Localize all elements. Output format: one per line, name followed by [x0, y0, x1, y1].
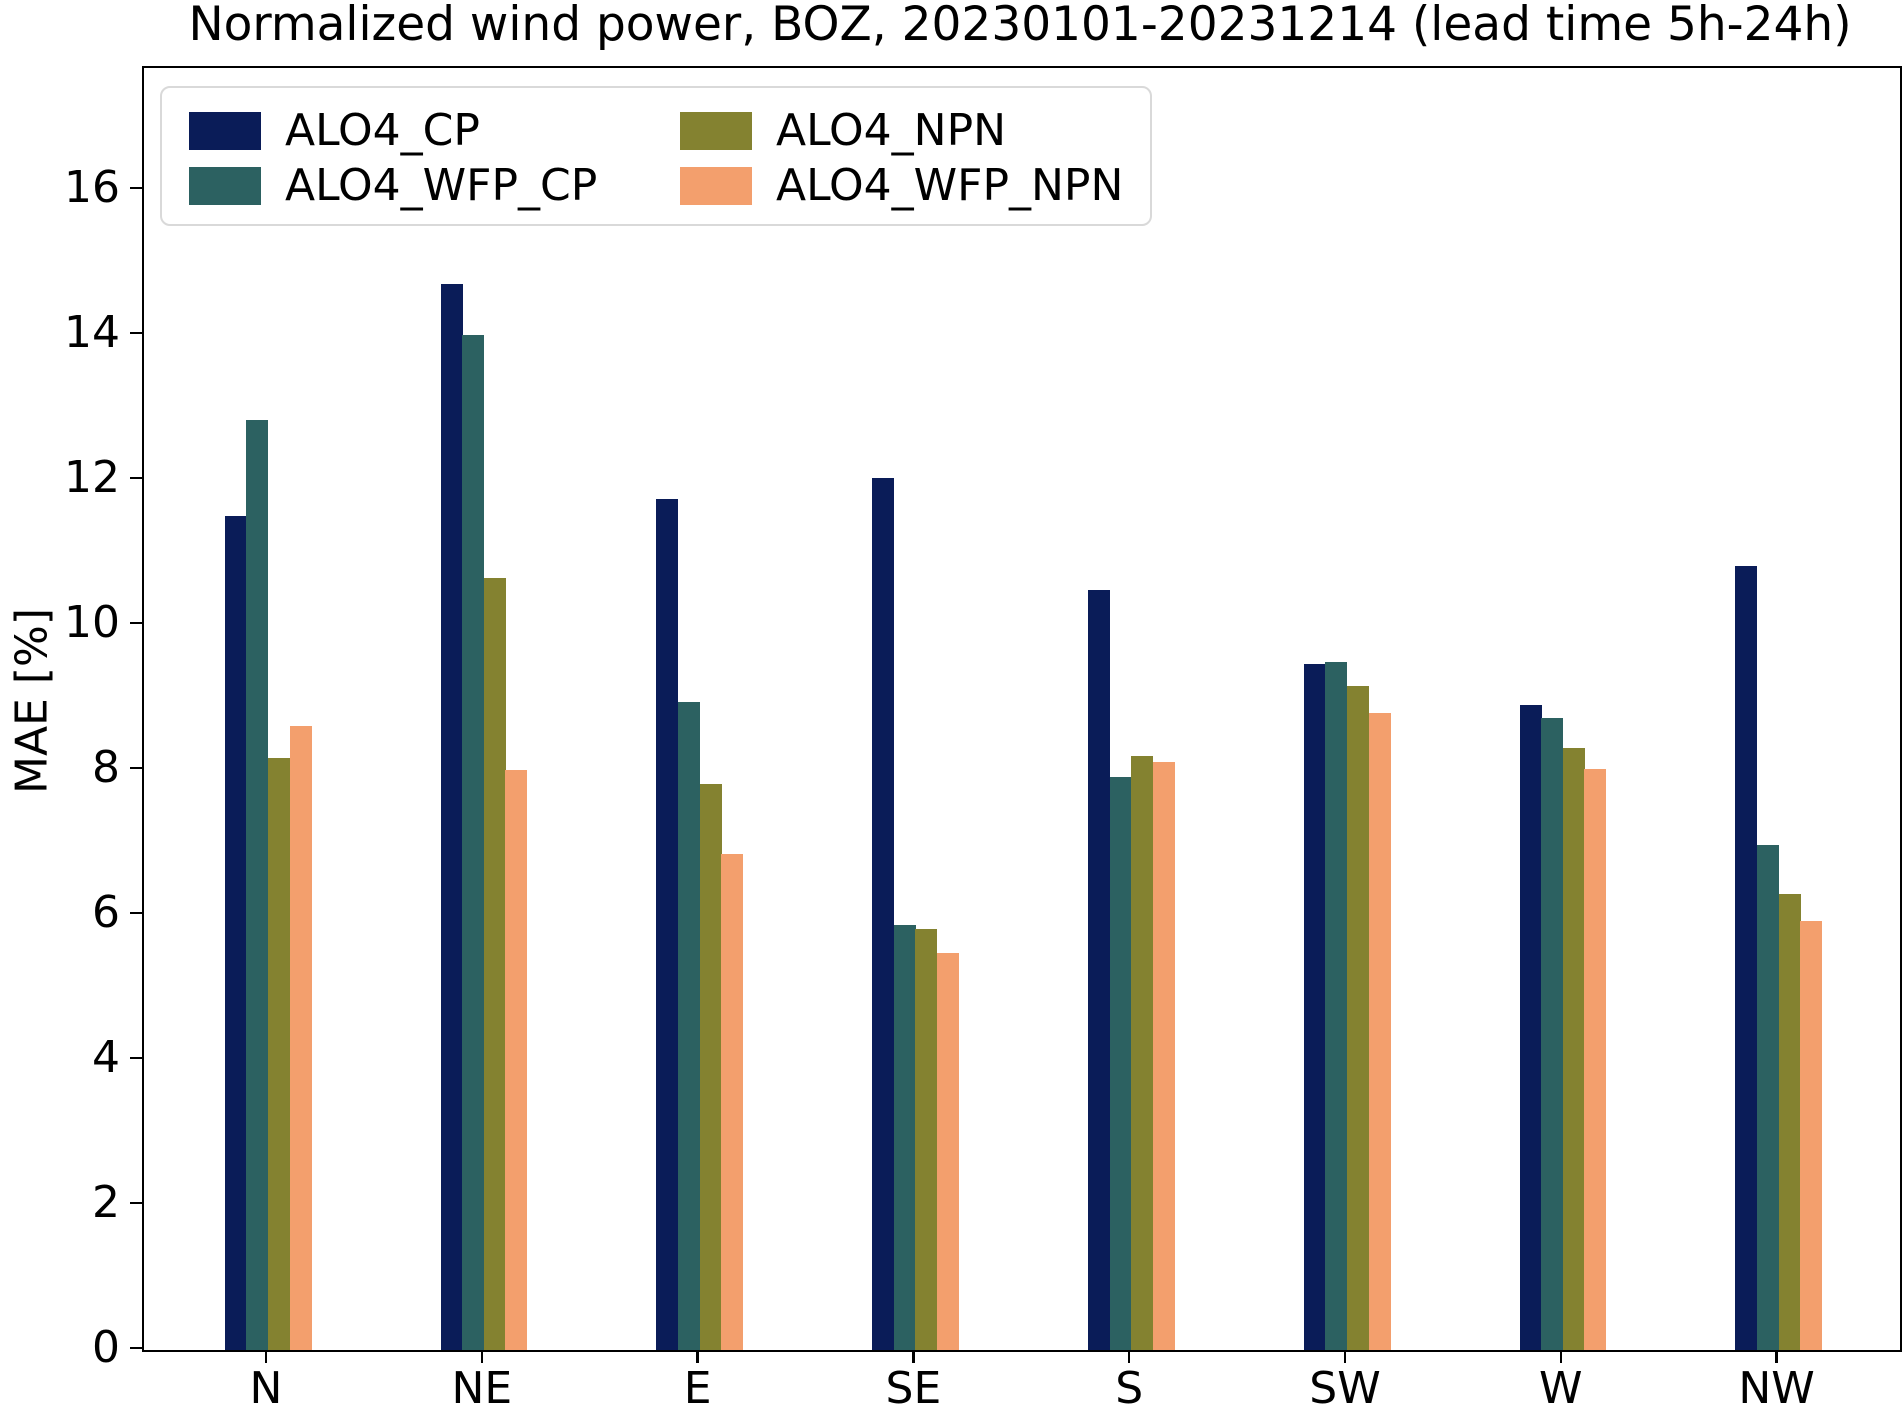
y-tick-label: 8 — [92, 741, 120, 793]
bar-ALO4_WFP_CP-S — [1109, 777, 1132, 1350]
y-tick-mark — [130, 766, 142, 770]
y-tick-label: 4 — [92, 1031, 120, 1083]
bar-ALO4_CP-SW — [1303, 664, 1326, 1350]
x-tick-mark — [912, 1350, 915, 1363]
legend-label-ALO4_NPN: ALO4_NPN — [776, 105, 1007, 156]
legend: ALO4_CP ALO4_WFP_CP ALO4_NPN ALO4_WFP_NPN — [160, 86, 1152, 226]
y-tick-mark — [130, 476, 142, 480]
bar-ALO4_CP-NE — [440, 284, 463, 1350]
x-tick-mark — [1775, 1350, 1778, 1363]
bar-ALO4_WFP_NPN-NE — [505, 769, 528, 1350]
x-tick-mark — [696, 1350, 699, 1363]
legend-swatch-ALO4_WFP_NPN — [680, 167, 752, 205]
y-tick-label: 12 — [64, 451, 120, 503]
y-tick-label: 6 — [92, 886, 120, 938]
bar-ALO4_CP-E — [656, 499, 679, 1350]
legend-label-ALO4_WFP_CP: ALO4_WFP_CP — [285, 160, 598, 211]
legend-swatch-ALO4_CP — [189, 112, 261, 150]
legend-item-ALO4_CP: ALO4_CP — [189, 105, 480, 156]
y-tick-mark — [130, 186, 142, 190]
y-tick-mark — [130, 331, 142, 335]
legend-label-ALO4_CP: ALO4_CP — [285, 105, 480, 156]
y-tick-mark — [130, 621, 142, 625]
legend-swatch-ALO4_NPN — [680, 112, 752, 150]
bar-ALO4_NPN-NE — [483, 578, 506, 1350]
bar-ALO4_WFP_NPN-W — [1584, 769, 1607, 1350]
x-tick-label-S: S — [1115, 1363, 1144, 1414]
bar-ALO4_WFP_NPN-S — [1152, 761, 1175, 1350]
bar-ALO4_CP-S — [1088, 590, 1110, 1350]
y-tick-label: 16 — [64, 161, 120, 213]
y-tick-mark — [130, 1201, 142, 1205]
x-tick-mark — [1127, 1350, 1131, 1363]
chart-title: Normalized wind power, BOZ, 20230101-202… — [188, 0, 1852, 52]
bar-ALO4_CP-N — [224, 516, 247, 1350]
y-tick-label: 14 — [64, 306, 120, 358]
y-tick-mark — [130, 1056, 142, 1060]
bar-ALO4_WFP_CP-W — [1541, 718, 1564, 1350]
x-tick-mark — [264, 1350, 268, 1363]
x-tick-label-E: E — [683, 1363, 712, 1414]
y-tick-label: 2 — [92, 1176, 120, 1228]
bar-ALO4_WFP_CP-SE — [893, 925, 916, 1350]
x-tick-mark — [1559, 1350, 1563, 1363]
bar-ALO4_WFP_CP-SW — [1325, 661, 1348, 1350]
bar-ALO4_WFP_NPN-SW — [1368, 713, 1391, 1350]
legend-label-ALO4_WFP_NPN: ALO4_WFP_NPN — [776, 160, 1124, 211]
bar-ALO4_NPN-SE — [915, 928, 938, 1350]
legend-item-ALO4_WFP_NPN: ALO4_WFP_NPN — [680, 160, 1124, 211]
bar-ALO4_NPN-N — [268, 757, 290, 1350]
x-tick-label-N: N — [249, 1363, 283, 1414]
bar-ALO4_NPN-S — [1131, 756, 1154, 1350]
y-tick-mark — [130, 1346, 142, 1350]
legend-swatch-ALO4_WFP_CP — [189, 167, 261, 205]
x-tick-label-NW: NW — [1738, 1363, 1815, 1414]
bar-ALO4_NPN-SW — [1347, 685, 1369, 1350]
bar-ALO4_CP-SE — [872, 477, 895, 1350]
bar-ALO4_WFP_CP-N — [246, 419, 269, 1350]
bar-ALO4_WFP_CP-NE — [462, 334, 485, 1350]
bars-layer — [144, 68, 1900, 1350]
x-tick-label-SW: SW — [1309, 1363, 1381, 1414]
y-tick-label: 10 — [64, 596, 120, 648]
y-tick-label: 0 — [92, 1322, 120, 1373]
bar-ALO4_NPN-E — [699, 784, 722, 1350]
x-tick-mark — [1343, 1350, 1347, 1363]
bar-ALO4_WFP_NPN-N — [289, 725, 312, 1350]
bar-ALO4_WFP_NPN-SE — [937, 952, 959, 1350]
x-tick-label-SE: SE — [885, 1363, 942, 1414]
y-tick-mark — [130, 911, 142, 915]
x-tick-mark — [480, 1350, 484, 1363]
bar-ALO4_NPN-W — [1562, 748, 1585, 1350]
bar-ALO4_NPN-NW — [1778, 893, 1801, 1350]
legend-item-ALO4_NPN: ALO4_NPN — [680, 105, 1007, 156]
bar-ALO4_WFP_NPN-E — [721, 854, 744, 1350]
bar-ALO4_CP-NW — [1735, 566, 1758, 1350]
bar-ALO4_WFP_NPN-NW — [1800, 921, 1823, 1350]
bar-ALO4_CP-W — [1519, 705, 1542, 1350]
legend-item-ALO4_WFP_CP: ALO4_WFP_CP — [189, 160, 598, 211]
plot-area: ALO4_CP ALO4_WFP_CP ALO4_NPN ALO4_WFP_NPN — [142, 66, 1902, 1352]
x-tick-label-NE: NE — [451, 1363, 513, 1414]
bar-ALO4_WFP_CP-E — [678, 702, 700, 1350]
x-tick-label-W: W — [1539, 1363, 1583, 1414]
bar-ALO4_WFP_CP-NW — [1757, 844, 1779, 1350]
